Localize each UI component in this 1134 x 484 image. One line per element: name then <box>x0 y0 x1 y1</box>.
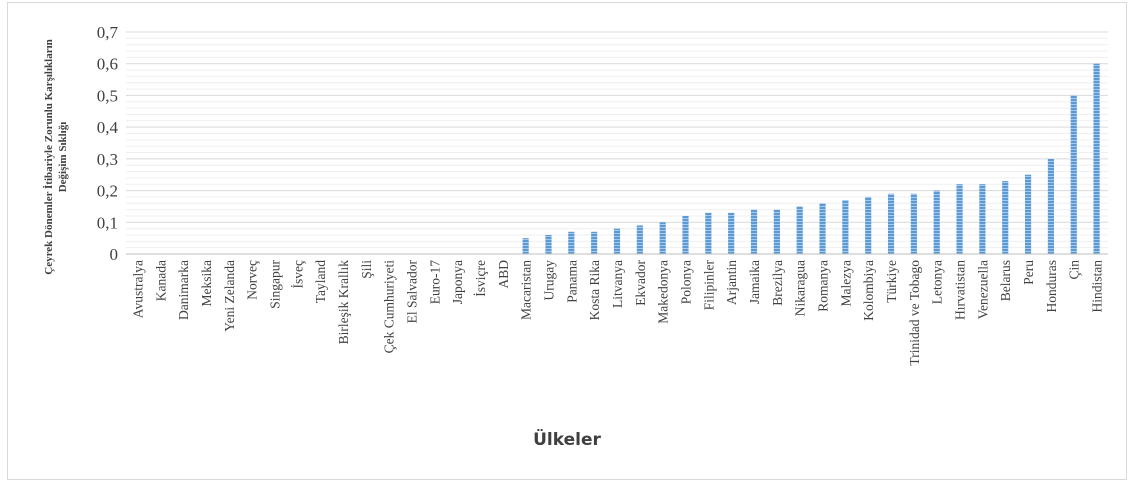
y-axis-ticks: 0 0,1 0,2 0,3 0,4 0,5 0,6 0,7 <box>97 23 119 264</box>
x-tick-label: İsveç <box>290 260 305 288</box>
x-tick-label: Şili <box>359 260 374 279</box>
bar <box>522 238 529 254</box>
x-tick-label: Ekvador <box>633 259 648 305</box>
x-tick-label: El Salvador <box>404 260 419 324</box>
x-tick-label: Venezuella <box>975 260 990 319</box>
x-tick-label: İsviçre <box>473 260 488 297</box>
bar <box>1047 158 1054 254</box>
bar <box>636 225 643 254</box>
x-tick-label: Letonya <box>930 260 945 304</box>
bar <box>545 234 552 254</box>
x-tick-label: Birleşik Krallık <box>336 260 351 345</box>
bar <box>887 193 895 254</box>
x-tick-label: Yeni Zelanda <box>222 260 237 332</box>
x-tick-label: Kosta Rika <box>587 260 602 320</box>
x-tick-label: Euro-17 <box>427 260 442 304</box>
x-tick-label: Danimarka <box>176 260 191 320</box>
x-tick-label: Litvanya <box>610 260 625 308</box>
y-tick-label: 0,4 <box>97 118 119 137</box>
x-tick-label: Jamaika <box>747 260 762 304</box>
x-tick-label: Tayland <box>313 260 328 304</box>
y-tick-label: 0,3 <box>97 150 118 169</box>
bar <box>705 212 712 254</box>
x-tick-label: Norveç <box>245 260 260 300</box>
x-tick-label: ABD <box>496 260 511 289</box>
x-tick-label: Kolombiya <box>861 260 876 321</box>
x-axis-title: Ülkeler <box>533 428 601 450</box>
bar <box>819 203 826 254</box>
x-tick-label: Malezya <box>838 260 853 306</box>
bar <box>773 209 780 254</box>
x-tick-label: Meksika <box>199 260 214 307</box>
y-tick-label: 0,2 <box>97 182 118 201</box>
y-axis-title: Çeyrek Dönemler İtibariyle Zorunlu Karşı… <box>43 39 69 274</box>
x-tick-label: Macaristan <box>519 260 534 320</box>
bar <box>979 184 986 254</box>
bar <box>1093 63 1100 254</box>
x-tick-label: Çek Cumhuriyeti <box>382 260 397 354</box>
bar <box>591 231 598 254</box>
bar <box>750 209 758 254</box>
x-tick-label: Nikaragua <box>793 260 808 316</box>
x-tick-label: Kanada <box>153 260 168 301</box>
y-tick-label: 0,7 <box>97 23 119 42</box>
x-tick-label: Peru <box>1021 260 1036 285</box>
bar <box>682 215 689 254</box>
bar <box>1024 174 1032 254</box>
bar <box>613 228 621 254</box>
y-axis-title-line-1: Çeyrek Dönemler İtibariyle Zorunlu Karşı… <box>43 39 55 274</box>
x-tick-label: Urugay <box>541 260 556 301</box>
bar <box>956 184 963 254</box>
gridlines <box>126 31 1108 249</box>
bar <box>842 200 849 254</box>
x-tick-label: Polonya <box>679 260 694 304</box>
x-tick-label: Panama <box>564 260 579 303</box>
bar <box>910 193 917 254</box>
bar <box>728 212 735 254</box>
x-tick-label: Singapur <box>267 259 282 308</box>
x-tick-label: Trinidad ve Tobago <box>907 260 922 366</box>
y-tick-label: 0,6 <box>97 55 118 74</box>
bar <box>933 190 940 254</box>
bar <box>568 231 575 254</box>
bar-chart: 0 0,1 0,2 0,3 0,4 0,5 0,6 0,7 Avustralya Kanada D… <box>43 23 1108 450</box>
x-tick-label: Makedonya <box>656 260 671 324</box>
bar <box>865 196 872 254</box>
chart-frame: 0 0,1 0,2 0,3 0,4 0,5 0,6 0,7 Avustralya Kanada D… <box>7 2 1127 480</box>
bar <box>659 222 666 254</box>
y-tick-label: 0,1 <box>97 213 118 232</box>
bar <box>1070 95 1077 254</box>
x-tick-label: Çin <box>1067 260 1082 280</box>
x-tick-label: Japonya <box>450 260 465 304</box>
x-tick-label: Romanya <box>816 260 831 312</box>
bars <box>522 63 1100 254</box>
x-tick-label: Arjantin <box>724 260 739 305</box>
y-tick-label: 0,5 <box>97 86 118 105</box>
bar <box>1002 181 1009 254</box>
x-tick-label: Brezilya <box>770 260 785 306</box>
x-tick-label: Avustralya <box>130 260 145 318</box>
x-tick-label: Filipinler <box>701 259 716 310</box>
x-tick-label: Belarus <box>998 260 1013 301</box>
x-tick-label: Hırvatistan <box>953 260 968 320</box>
y-axis-title-line-2: Değişim Sıklığı <box>57 122 69 193</box>
x-tick-label: Honduras <box>1044 260 1059 313</box>
x-tick-label: Hindistan <box>1090 260 1105 313</box>
x-axis-ticks: Avustralya Kanada Danimarka Meksika Yeni Zel… <box>130 259 1104 365</box>
y-tick-label: 0 <box>110 245 119 264</box>
bar <box>796 206 803 254</box>
x-tick-label: Türkiye <box>884 260 899 303</box>
